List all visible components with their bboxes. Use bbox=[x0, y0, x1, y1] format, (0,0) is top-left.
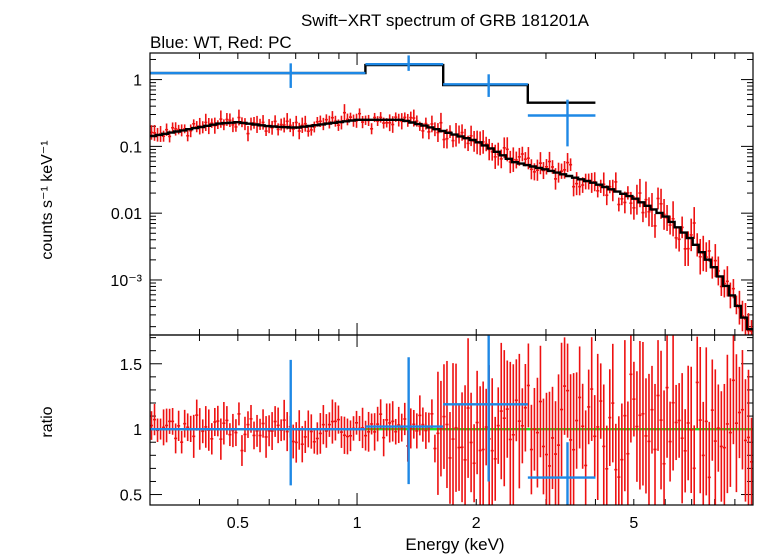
x-tick-label: 1 bbox=[353, 515, 362, 532]
ratio-panel: 0.5 1 1.5 bbox=[120, 334, 754, 506]
spectrum-y-tick-label: 0.01 bbox=[111, 206, 142, 223]
wt-model-line bbox=[150, 63, 596, 104]
ratio-y-tick-label: 0.5 bbox=[120, 488, 142, 505]
chart-subtitle: Blue: WT, Red: PC bbox=[150, 33, 292, 52]
pc-model-line bbox=[150, 118, 753, 331]
x-tick-labels: 0.5 1 2 5 bbox=[227, 515, 639, 532]
ratio-y-tick-label: 1 bbox=[133, 422, 142, 439]
ratio-y-tick-label: 1.5 bbox=[120, 357, 142, 374]
spectrum-y-tick-label: 0.1 bbox=[120, 139, 142, 156]
x-axis-label: Energy (keV) bbox=[405, 535, 504, 554]
x-tick-label: 0.5 bbox=[227, 515, 249, 532]
spectrum-ylabel: counts s⁻¹ keV⁻¹ bbox=[39, 140, 56, 259]
chart-title: Swift−XRT spectrum of GRB 181201A bbox=[301, 11, 590, 30]
x-tick-label: 2 bbox=[472, 515, 481, 532]
x-tick-label: 5 bbox=[629, 515, 638, 532]
spectrum-panel: 1 0.1 0.01 10⁻³ bbox=[110, 52, 754, 336]
ratio-ylabel: ratio bbox=[39, 406, 56, 437]
spectrum-y-tick-label: 10⁻³ bbox=[110, 273, 142, 290]
ratio-frame bbox=[149, 334, 754, 506]
spectrum-frame bbox=[149, 52, 754, 336]
spectrum-y-tick-label: 1 bbox=[133, 73, 142, 90]
